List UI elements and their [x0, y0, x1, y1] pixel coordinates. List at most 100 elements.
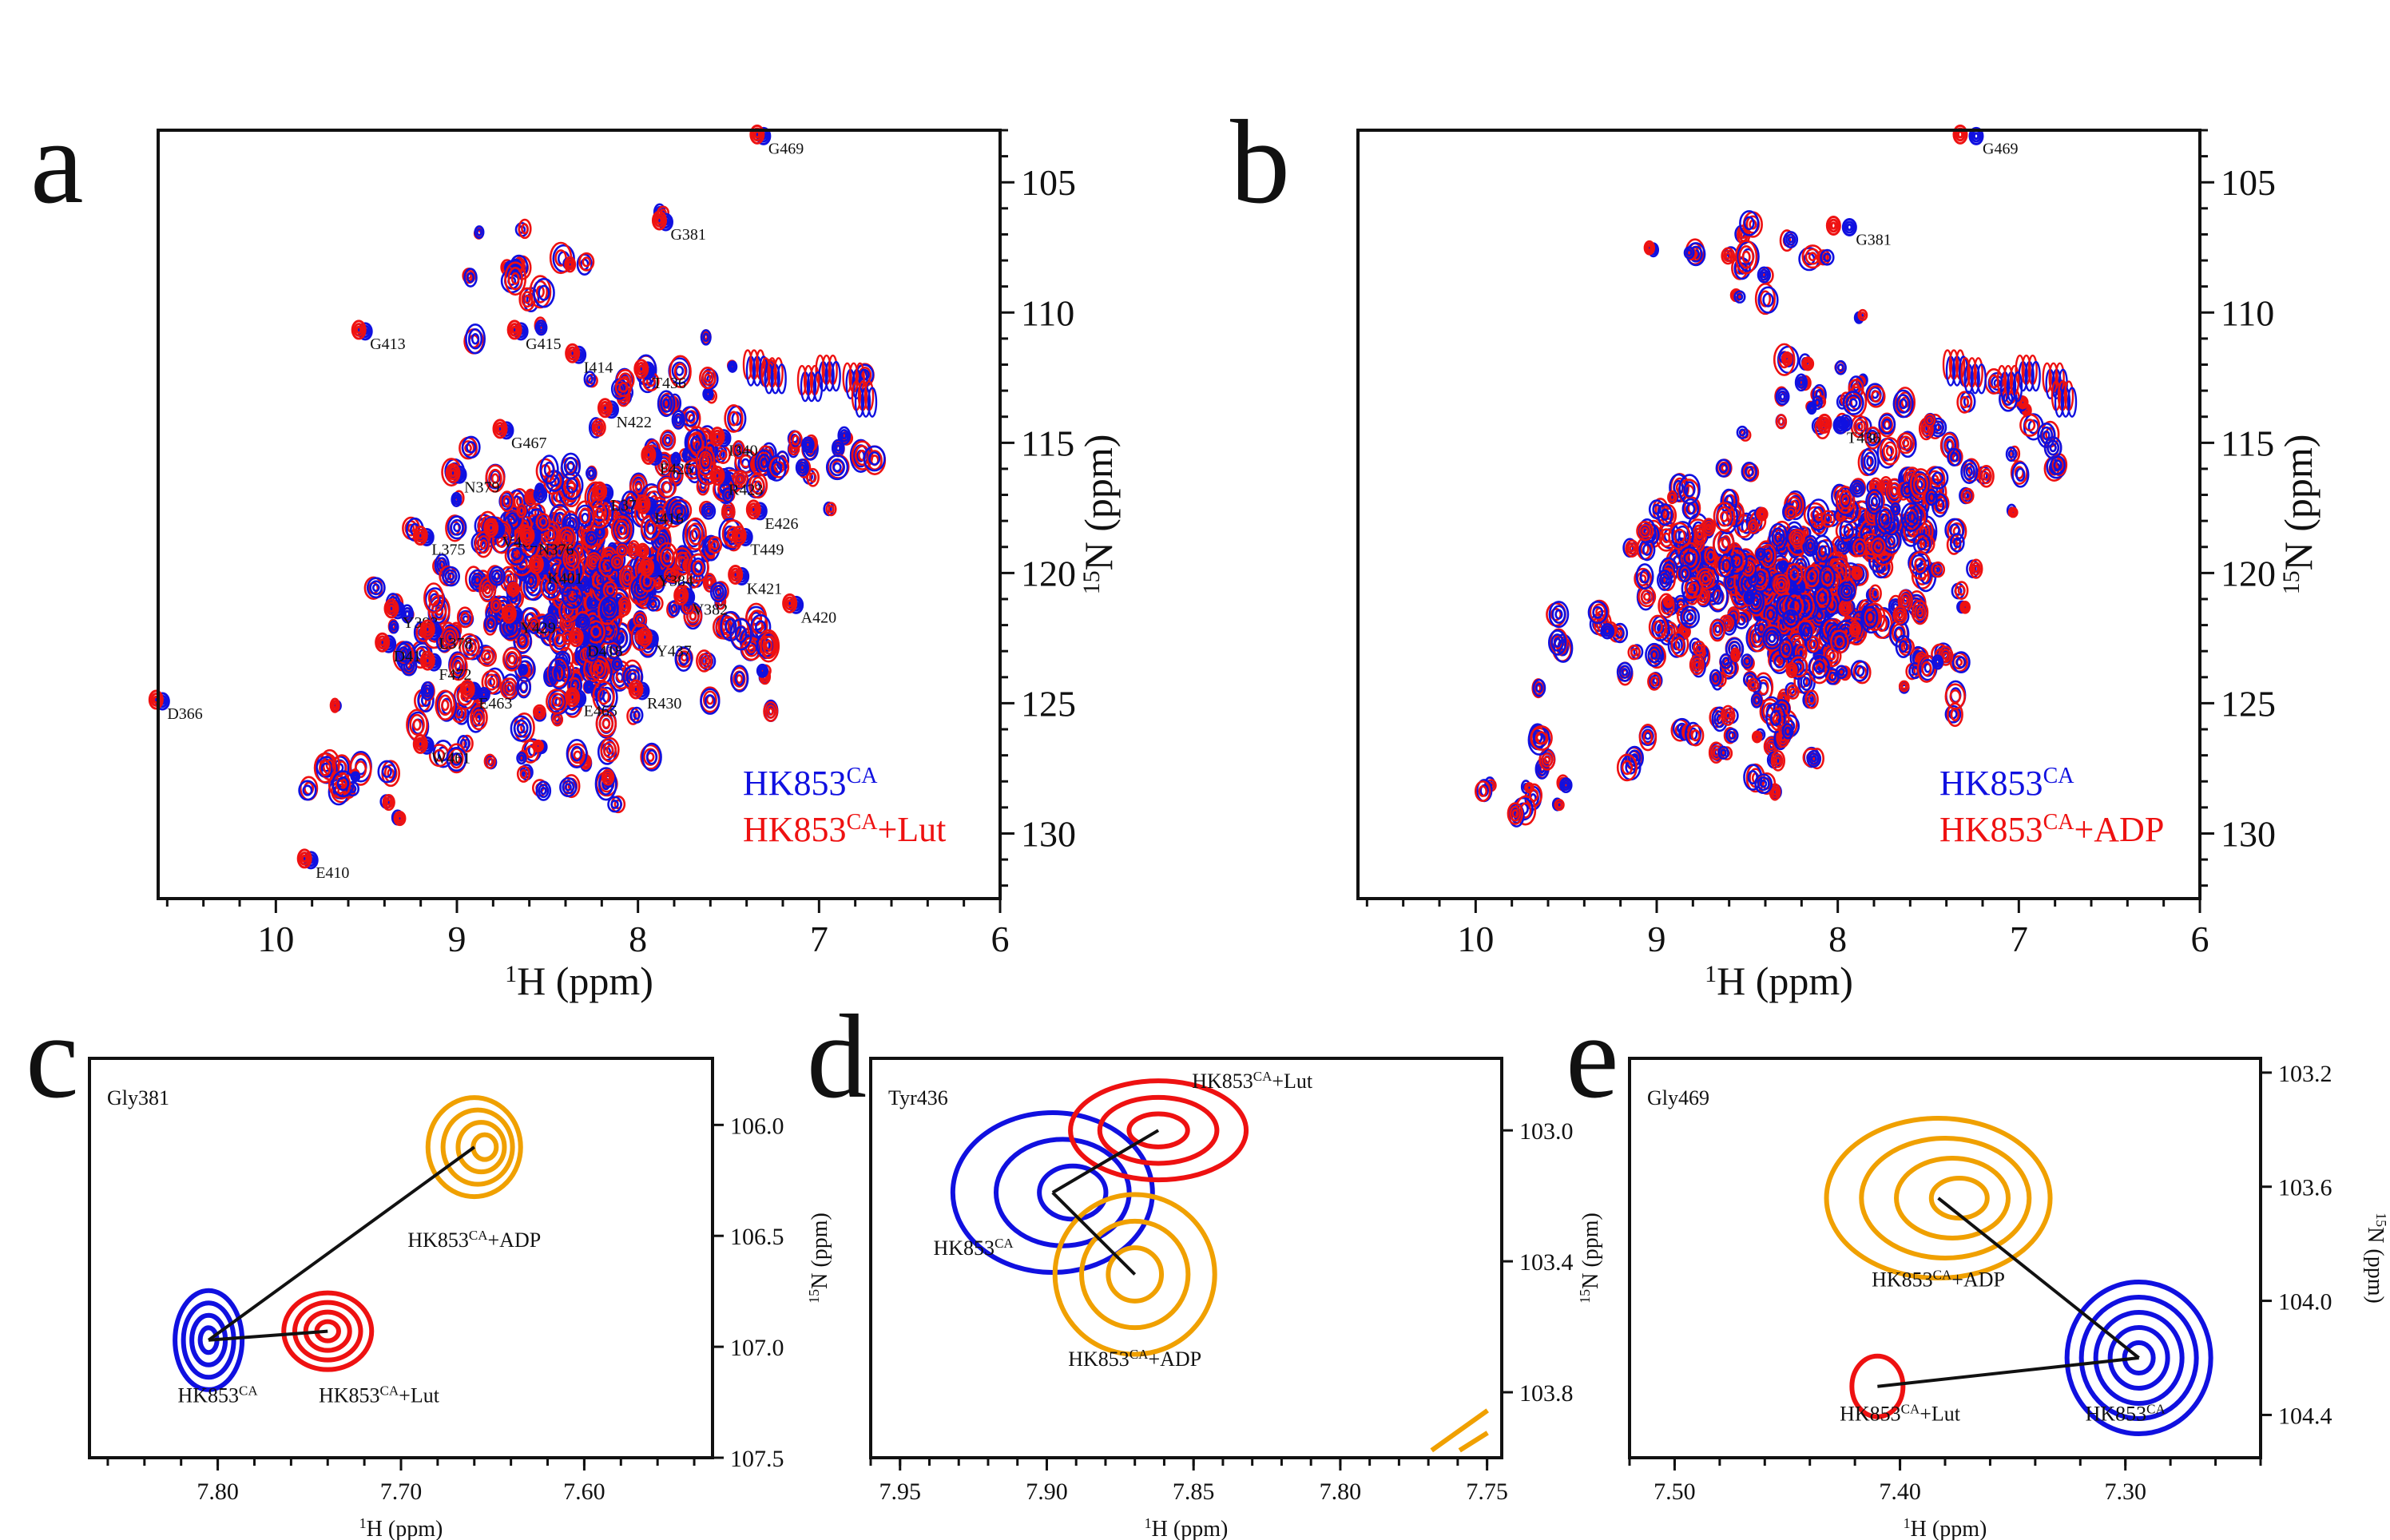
- labeled-peak-shifted: [445, 462, 461, 483]
- y-tick-label: 107.0: [730, 1335, 784, 1361]
- y-tick-label: 115: [2221, 423, 2274, 463]
- labeled-peak-shifted: [351, 320, 367, 340]
- labeled-peak-shifted: [635, 362, 647, 376]
- peak-label: Y429: [520, 619, 555, 637]
- labeled-peak-shifted: [731, 526, 747, 546]
- residue-label: Gly469: [1647, 1086, 1709, 1109]
- peak-contour: [582, 644, 595, 663]
- peak-contour: [684, 517, 707, 551]
- labeled-peak-apo: [498, 421, 514, 440]
- labeled-peak-apo: [643, 629, 659, 649]
- labeled-peak-shifted: [632, 685, 640, 694]
- peak-contour: [566, 258, 575, 271]
- x-tick-label: 9: [448, 919, 466, 959]
- labeled-peak-shifted: [641, 444, 657, 465]
- peak-contour: [442, 566, 461, 587]
- peak-contour: [670, 603, 678, 613]
- labeled-peak-shifted: [376, 635, 388, 650]
- labeled-peak-shifted: [637, 364, 645, 374]
- peak-contour: [454, 496, 459, 503]
- peak-contour: [566, 461, 575, 471]
- peak-contour: [562, 566, 574, 581]
- legend-entry: HK853CA+ADP: [1939, 810, 2164, 850]
- peak-contour: [674, 506, 684, 517]
- labeled-peak-shifted: [519, 526, 535, 546]
- labeled-peak-shifted: [419, 650, 435, 671]
- peak-contour: [481, 669, 502, 695]
- peak-contour: [450, 518, 464, 536]
- panel-label: b: [1230, 96, 1290, 228]
- peak-contour: [349, 752, 372, 786]
- labeled-peak-shifted: [383, 598, 399, 619]
- labeled-peak-apo: [466, 681, 482, 701]
- peak-contour: [617, 524, 626, 536]
- y-tick-label: 105: [1021, 162, 1076, 203]
- peak-contour: [788, 430, 803, 450]
- labeled-peak-shifted: [645, 450, 653, 459]
- peak-contour: [549, 693, 565, 711]
- peak-contour: [587, 469, 595, 478]
- peak-contour: [527, 576, 535, 585]
- peak-contour: [728, 411, 740, 427]
- peak-contour: [506, 581, 521, 597]
- peak-contour: [636, 542, 649, 559]
- labeled-peak-apo: [756, 126, 772, 145]
- peak-contour: [586, 466, 597, 480]
- sidechain-contour: [812, 371, 824, 403]
- labeled-peak-shifted: [745, 499, 761, 520]
- peak-contour: [586, 645, 599, 662]
- peak-contour: [725, 490, 732, 500]
- y-axis-label: 15N (ppm): [1076, 435, 1121, 595]
- peak-contour: [565, 550, 578, 568]
- peak-label: F425: [660, 460, 693, 478]
- peak-contour: [594, 420, 605, 435]
- peak-contour: [669, 466, 681, 483]
- peak-contour: [715, 588, 722, 597]
- peak-contour: [670, 451, 681, 466]
- peak-contour: [636, 615, 645, 625]
- x-label-superscript: 1: [1145, 1515, 1152, 1531]
- peak-contour: [649, 599, 657, 609]
- x-tick-label: 10: [257, 919, 294, 959]
- peak-contour: [502, 495, 512, 508]
- peak-contour: [702, 534, 721, 562]
- peak-contour: [371, 583, 380, 593]
- peak-contour: [592, 681, 615, 712]
- peak-contour: [1642, 592, 1651, 601]
- peak-contour: [764, 704, 776, 719]
- peak-contour: [657, 476, 677, 498]
- annotation-suffix: +Lut: [1272, 1070, 1313, 1093]
- peak-contour: [487, 677, 496, 687]
- peak-contour: [580, 580, 587, 587]
- y-label-superscript: 15: [1078, 570, 1105, 594]
- peak-contour: [548, 656, 570, 690]
- labeled-peak-apo: [634, 681, 650, 701]
- annotation-main: HK853: [1068, 1348, 1129, 1371]
- legend-main: HK853: [1939, 764, 2043, 803]
- labeled-peak-shifted: [748, 502, 760, 517]
- labeled-peak-shifted: [641, 559, 653, 574]
- peak-contour: [591, 502, 607, 524]
- peak-contour: [589, 649, 597, 658]
- labeled-peak-apo: [598, 483, 614, 502]
- legend-sup: CA: [2043, 810, 2075, 835]
- peak-label: I414: [584, 359, 613, 376]
- labeled-peak-shifted: [379, 638, 386, 647]
- peak-label: E463: [478, 695, 512, 712]
- peak-contour: [705, 391, 711, 398]
- annotation-sup: CA: [380, 1383, 399, 1398]
- peak-contour: [724, 404, 744, 433]
- peak-contour: [1738, 428, 1746, 437]
- peak-contour: [449, 653, 468, 681]
- peak-contour: [640, 744, 661, 770]
- peak-contour: [538, 324, 545, 331]
- peak-contour: [734, 625, 748, 643]
- legend-main: HK853: [743, 764, 847, 803]
- peak-contour: [1644, 732, 1652, 740]
- peak-contour: [516, 765, 531, 783]
- peak-annotation: HK853CA+Lut: [1840, 1401, 1961, 1426]
- peak-contour: [424, 687, 431, 695]
- peak-contour: [597, 688, 610, 705]
- peak-contour: [564, 256, 577, 273]
- labeled-peak-shifted: [656, 216, 663, 225]
